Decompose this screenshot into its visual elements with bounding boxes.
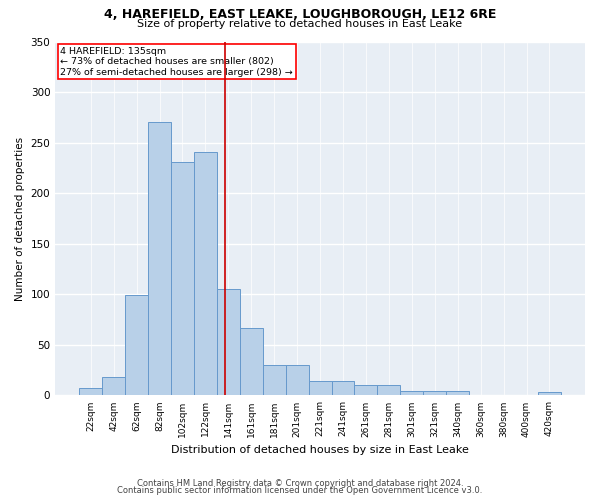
Text: Size of property relative to detached houses in East Leake: Size of property relative to detached ho…: [137, 19, 463, 29]
Bar: [400, 392, 423, 396]
Bar: [263, 365, 286, 396]
Bar: [538, 392, 561, 396]
Bar: [194, 152, 217, 396]
Bar: [286, 365, 308, 396]
Bar: [332, 382, 355, 396]
Bar: [217, 290, 240, 396]
Y-axis label: Number of detached properties: Number of detached properties: [15, 136, 25, 300]
X-axis label: Distribution of detached houses by size in East Leake: Distribution of detached houses by size …: [171, 445, 469, 455]
Text: Contains HM Land Registry data © Crown copyright and database right 2024.: Contains HM Land Registry data © Crown c…: [137, 478, 463, 488]
Bar: [102, 377, 125, 396]
Bar: [308, 382, 332, 396]
Bar: [355, 386, 377, 396]
Bar: [125, 296, 148, 396]
Bar: [148, 122, 171, 396]
Text: 4 HAREFIELD: 135sqm
← 73% of detached houses are smaller (802)
27% of semi-detac: 4 HAREFIELD: 135sqm ← 73% of detached ho…: [61, 47, 293, 76]
Bar: [423, 392, 446, 396]
Bar: [79, 388, 102, 396]
Bar: [171, 162, 194, 396]
Text: 4, HAREFIELD, EAST LEAKE, LOUGHBOROUGH, LE12 6RE: 4, HAREFIELD, EAST LEAKE, LOUGHBOROUGH, …: [104, 8, 496, 20]
Bar: [446, 392, 469, 396]
Text: Contains public sector information licensed under the Open Government Licence v3: Contains public sector information licen…: [118, 486, 482, 495]
Bar: [377, 386, 400, 396]
Bar: [240, 328, 263, 396]
